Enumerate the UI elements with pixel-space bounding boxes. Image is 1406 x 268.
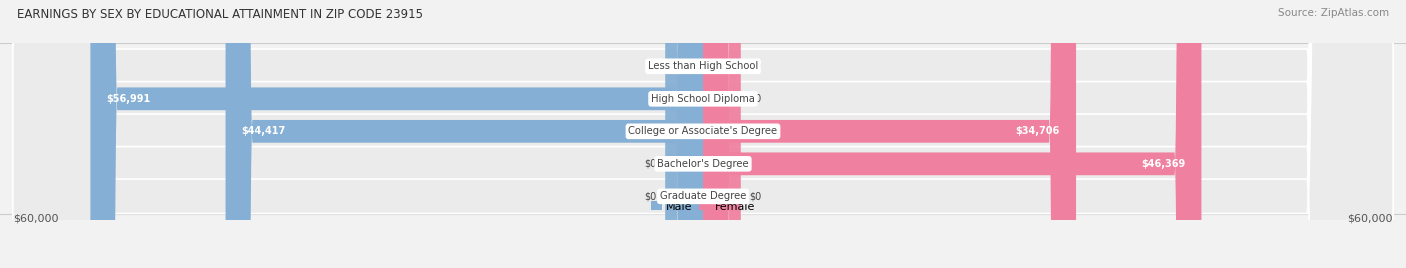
FancyBboxPatch shape <box>90 0 703 268</box>
Text: $0: $0 <box>749 94 762 104</box>
Text: College or Associate's Degree: College or Associate's Degree <box>628 126 778 136</box>
Text: $60,000: $60,000 <box>13 213 59 224</box>
Text: $60,000: $60,000 <box>1347 213 1393 224</box>
FancyBboxPatch shape <box>665 0 703 268</box>
Text: $34,706: $34,706 <box>1015 126 1060 136</box>
Text: EARNINGS BY SEX BY EDUCATIONAL ATTAINMENT IN ZIP CODE 23915: EARNINGS BY SEX BY EDUCATIONAL ATTAINMEN… <box>17 8 423 21</box>
FancyBboxPatch shape <box>665 0 703 268</box>
FancyBboxPatch shape <box>703 0 1076 268</box>
FancyBboxPatch shape <box>13 0 1393 268</box>
Text: Graduate Degree: Graduate Degree <box>659 191 747 201</box>
Text: Bachelor's Degree: Bachelor's Degree <box>657 159 749 169</box>
Text: $0: $0 <box>749 61 762 71</box>
Text: $0: $0 <box>749 191 762 201</box>
Text: Source: ZipAtlas.com: Source: ZipAtlas.com <box>1278 8 1389 18</box>
FancyBboxPatch shape <box>665 0 703 268</box>
FancyBboxPatch shape <box>703 0 741 268</box>
FancyBboxPatch shape <box>703 0 741 268</box>
Text: $0: $0 <box>644 159 657 169</box>
Text: $46,369: $46,369 <box>1142 159 1185 169</box>
Text: High School Diploma: High School Diploma <box>651 94 755 104</box>
Text: $56,991: $56,991 <box>107 94 150 104</box>
FancyBboxPatch shape <box>703 0 1202 268</box>
FancyBboxPatch shape <box>13 0 1393 268</box>
Text: $0: $0 <box>644 61 657 71</box>
Text: Less than High School: Less than High School <box>648 61 758 71</box>
FancyBboxPatch shape <box>225 0 703 268</box>
Text: $0: $0 <box>644 191 657 201</box>
FancyBboxPatch shape <box>13 0 1393 268</box>
FancyBboxPatch shape <box>703 0 741 268</box>
Text: $44,417: $44,417 <box>242 126 285 136</box>
FancyBboxPatch shape <box>13 0 1393 268</box>
FancyBboxPatch shape <box>13 0 1393 268</box>
Legend: Male, Female: Male, Female <box>647 197 759 216</box>
